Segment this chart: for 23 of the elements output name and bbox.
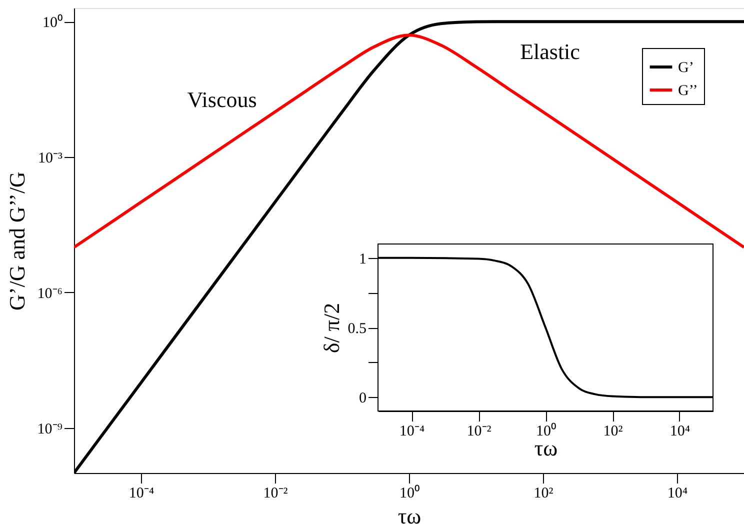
y-tick-label: 10⁻⁶ <box>37 286 62 302</box>
y-axis-title: G’/G and G’’/G <box>4 171 30 310</box>
x-tick-label: 10⁴ <box>670 424 690 440</box>
x-tick-label: 10⁰ <box>400 484 420 502</box>
x-tick-label: 10² <box>603 424 624 440</box>
x-tick-label: 10⁻² <box>263 486 288 502</box>
y-tick-label: 10⁰ <box>42 14 62 32</box>
y-tick-label: 10⁻³ <box>38 150 63 167</box>
x-tick-label: 10⁻⁴ <box>128 486 154 502</box>
annotation: Elastic <box>520 39 580 64</box>
y-axis-title: δ/ π/2 <box>318 302 344 354</box>
y-tick-label: 1 <box>359 251 366 268</box>
x-tick-label: 10² <box>534 486 554 502</box>
x-tick-label: 10⁻⁴ <box>399 424 425 440</box>
annotation: Viscous <box>187 87 257 112</box>
x-axis-title: τω <box>398 504 422 528</box>
y-tick-label: 10⁻⁹ <box>37 421 62 438</box>
y-tick-label: 0 <box>359 390 366 407</box>
legend-label: G’ <box>678 60 694 76</box>
x-tick-label: 10⁴ <box>667 486 688 502</box>
legend-label: G’’ <box>678 83 698 99</box>
y-tick-label: 0.5 <box>348 321 366 337</box>
x-tick-label: 10⁻² <box>466 424 492 440</box>
